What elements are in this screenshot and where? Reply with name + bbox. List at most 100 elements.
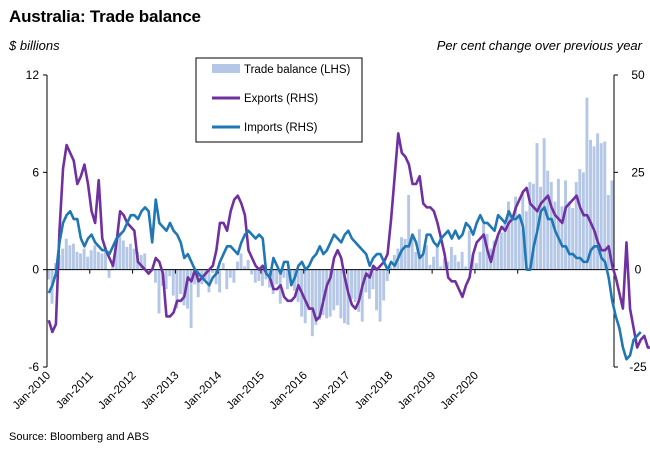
right-tick-label: 50 xyxy=(631,68,645,82)
left-axis-unit: $ billions xyxy=(9,38,60,53)
trade-balance-bar xyxy=(421,255,425,270)
legend-label-exports: Exports (RHS) xyxy=(244,93,318,105)
trade-balance-bar xyxy=(332,269,336,311)
trade-balance-bar xyxy=(175,269,179,309)
trade-balance-bar xyxy=(318,269,321,320)
x-tick-label: Jan-2016 xyxy=(267,370,309,412)
trade-balance-bar xyxy=(89,250,93,270)
trade-balance-bar xyxy=(253,269,257,283)
trade-balance-bar xyxy=(492,240,496,270)
trade-balance-bar xyxy=(153,269,157,283)
trade-balance-bar xyxy=(446,261,450,270)
trade-balance-bar xyxy=(257,269,261,282)
trade-balance-bar xyxy=(325,269,329,319)
trade-balance-bar xyxy=(314,269,318,325)
x-tick-label: Jan-2015 xyxy=(225,370,267,412)
trade-balance-bar xyxy=(143,253,147,270)
trade-balance-bar xyxy=(574,182,578,270)
trade-balance-bar xyxy=(517,217,521,270)
trade-balance-bar xyxy=(96,251,100,270)
trade-balance-bar xyxy=(453,255,457,270)
trade-balance-bar xyxy=(378,269,382,322)
trade-balance-bar xyxy=(239,253,243,270)
trade-balance-bar xyxy=(585,97,589,270)
x-tick-label: Jan-2011 xyxy=(54,370,96,412)
trade-balance-bar xyxy=(82,248,86,270)
trade-balance-bar xyxy=(464,266,468,270)
trade-balance-bar xyxy=(182,269,186,306)
trade-balance-bar xyxy=(542,138,546,270)
x-tick-label: Jan-2020 xyxy=(439,370,481,412)
trade-balance-bar xyxy=(360,269,364,322)
trade-balance-bar xyxy=(389,266,393,270)
right-tick-label: 25 xyxy=(631,165,645,179)
trade-balance-bar xyxy=(599,143,603,270)
trade-balance-bar xyxy=(285,269,289,290)
series-lines xyxy=(47,132,650,361)
trade-balance-bar xyxy=(432,256,436,270)
trade-balance-bar xyxy=(385,269,389,282)
legend: Trade balance (LHS) Exports (RHS) Import… xyxy=(195,57,363,143)
trade-balance-bar xyxy=(507,201,510,270)
trade-balance-bar xyxy=(350,269,354,299)
trade-balance-bar xyxy=(121,240,125,270)
trade-balance-bar xyxy=(168,269,172,277)
trade-balance-bar xyxy=(528,182,532,270)
trade-balance-bar xyxy=(596,133,600,270)
trade-balance-bar xyxy=(589,139,592,270)
trade-balance-bar xyxy=(457,261,461,270)
trade-balance-bar xyxy=(578,169,582,270)
trade-balance-bar xyxy=(339,269,343,319)
exports-line xyxy=(47,132,650,349)
trade-balance-bar xyxy=(282,269,286,278)
trade-balance-bar xyxy=(164,269,168,290)
trade-balance-bar xyxy=(414,251,418,270)
trade-balance-bar xyxy=(93,245,97,270)
x-tick-label: Jan-2010 xyxy=(11,370,53,412)
trade-balance-bar xyxy=(539,186,543,270)
trade-balance-bar xyxy=(118,232,122,270)
trade-balance-bar xyxy=(64,238,68,270)
trade-balance-bar xyxy=(560,206,564,270)
trade-balance-bar xyxy=(425,245,428,270)
trade-balance-bar xyxy=(232,269,236,283)
x-tick-label: Jan-2013 xyxy=(139,370,181,412)
trade-balance-bar xyxy=(435,246,439,270)
trade-balance-bar xyxy=(375,269,378,311)
trade-balance-bar xyxy=(353,269,357,303)
left-tick-label: 12 xyxy=(26,68,40,82)
trade-balance-bar xyxy=(328,269,332,317)
trade-balance-bar xyxy=(478,251,482,270)
right-axis-unit: Per cent change over previous year xyxy=(436,38,642,53)
source-note: Source: Bloomberg and ABS xyxy=(9,431,150,443)
trade-balance-bar xyxy=(104,246,107,270)
trade-balance-bar xyxy=(86,256,90,270)
trade-balance-bar xyxy=(417,229,421,270)
trade-balance-bar xyxy=(510,219,514,270)
trade-balance-bar xyxy=(228,269,232,278)
trade-balance-bar xyxy=(460,251,464,270)
trade-balance-bar xyxy=(474,263,478,270)
trade-balance-bar xyxy=(346,269,350,325)
trade-balance-bar xyxy=(531,183,535,270)
trade-balance-bar xyxy=(107,269,111,278)
trade-balance-bar xyxy=(207,269,211,293)
left-tick-label: -6 xyxy=(28,360,39,374)
trade-balance-bar xyxy=(221,263,225,270)
x-tick-label: Jan-2014 xyxy=(182,369,225,412)
trade-balance-bar xyxy=(410,233,414,270)
trade-balance-bar xyxy=(549,182,553,270)
trade-balance-bar xyxy=(467,230,471,270)
trade-balance-bar xyxy=(603,141,607,270)
x-tick-label: Jan-2017 xyxy=(310,370,352,412)
trade-balance-bar xyxy=(342,269,346,324)
trade-balance-bar xyxy=(428,264,432,270)
trade-balance-bar xyxy=(125,246,129,270)
trade-balance-bar xyxy=(535,143,539,270)
trade-balance-bar xyxy=(503,222,507,270)
trade-balance-bar xyxy=(303,269,307,324)
trade-balance-bar xyxy=(75,251,79,270)
x-tick-label: Jan-2018 xyxy=(353,370,395,412)
trade-balance-bar xyxy=(114,245,118,270)
right-tick-label: -25 xyxy=(629,360,647,374)
